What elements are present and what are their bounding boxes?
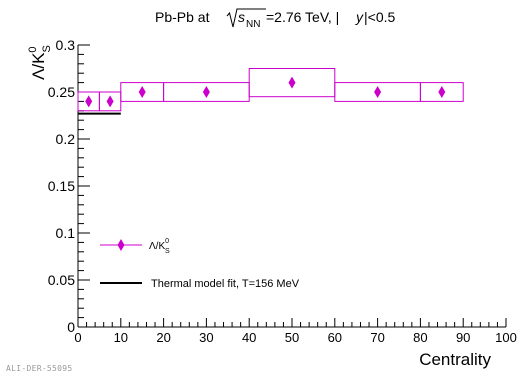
x-tick-label: 10 (114, 330, 128, 345)
x-tick-label: 40 (242, 330, 256, 345)
x-tick-label: 80 (413, 330, 427, 345)
y-tick-label: 0.3 (56, 37, 76, 53)
x-tick-label: 0 (74, 330, 81, 345)
y-tick-label: 0.05 (48, 272, 75, 288)
x-tick-label: 60 (328, 330, 342, 345)
title-sqrt-sub: NN (246, 19, 260, 30)
legend-ratio-sub: S (165, 248, 170, 255)
svg-text:Pb-Pb at: Pb-Pb at (155, 9, 210, 25)
legend: Λ/K0 S Thermal model fit, T=156 MeV (100, 238, 300, 290)
x-tick-label: 20 (156, 330, 170, 345)
y-ticks: 0 0.05 0.1 0.15 0.2 0.25 0.3 (48, 37, 90, 335)
title-rapidity-cut: |<0.5 (364, 9, 395, 25)
title-sqrt-s: s (238, 9, 245, 25)
legend-diamond-icon (117, 239, 125, 251)
data-point-diamond (438, 86, 446, 98)
x-tick-label: 90 (456, 330, 470, 345)
y-tick-label: 0.1 (56, 225, 76, 241)
legend-entry-thermal: Thermal model fit, T=156 MeV (100, 278, 300, 290)
y-tick-label: 0 (67, 319, 75, 335)
y-tick-label: 0.25 (48, 84, 75, 100)
data-point-diamond (202, 86, 210, 98)
data-point-diamond (138, 86, 146, 98)
title-system: Pb-Pb at (155, 9, 210, 25)
systematic-error-box (419, 82, 464, 102)
svg-text:Λ/K0S: Λ/K0 S (149, 238, 170, 255)
y-axis-label: Λ/K0 S (27, 45, 53, 80)
sqrt-sign (226, 8, 266, 28)
x-tick-label: 30 (199, 330, 213, 345)
y-label-sup: 0 (27, 46, 39, 52)
data-point-diamond (106, 95, 114, 108)
data-point-diamond (85, 95, 93, 108)
legend-ratio-label: Λ/K (149, 241, 165, 252)
x-tick-label: 70 (370, 330, 384, 345)
legend-entry-ratio: Λ/K0 S (100, 238, 170, 255)
x-tick-label: 50 (285, 330, 299, 345)
title-rapidity: y (355, 9, 364, 25)
figure-id-watermark: ALI-DER-55095 (6, 364, 73, 373)
title-energy: =2.76 TeV, | (266, 9, 339, 25)
legend-ratio-sup: 0 (165, 238, 169, 245)
y-tick-label: 0.2 (56, 131, 76, 147)
data-points (85, 76, 446, 108)
systematic-boxes (77, 68, 464, 112)
y-label-main: Λ/K (29, 52, 48, 80)
x-tick-label: 100 (495, 330, 517, 345)
y-tick-label: 0.15 (48, 178, 75, 194)
data-point-diamond (288, 76, 296, 89)
x-axis-label: Centrality (419, 350, 491, 369)
legend-thermal-label: Thermal model fit, T=156 MeV (151, 278, 300, 290)
y-label-sub: S (41, 45, 53, 52)
chart-title: Pb-Pb at s NN =2.76 TeV, | y |<0.5 (155, 8, 395, 30)
x-ticks: 0 10 20 30 40 50 60 70 80 90 100 (74, 318, 517, 345)
data-point-diamond (374, 86, 382, 98)
svg-text:Λ/K0S: Λ/K0 S (27, 45, 53, 80)
